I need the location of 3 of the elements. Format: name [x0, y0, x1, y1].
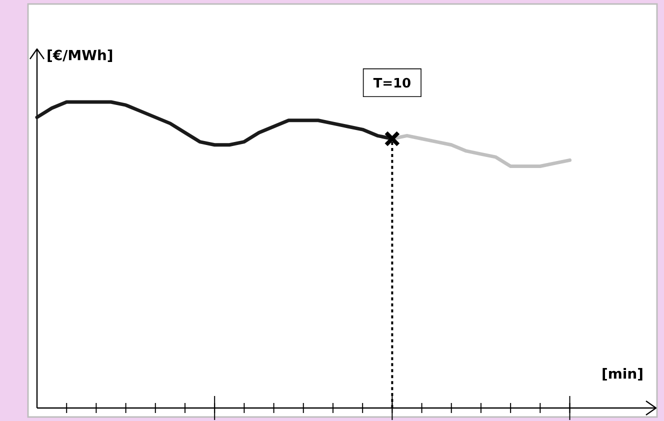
- text: T=10: [373, 78, 410, 88]
- x-axis-title: [min]: [602, 368, 642, 380]
- y-axis-title: [€/MWh]: [48, 50, 112, 62]
